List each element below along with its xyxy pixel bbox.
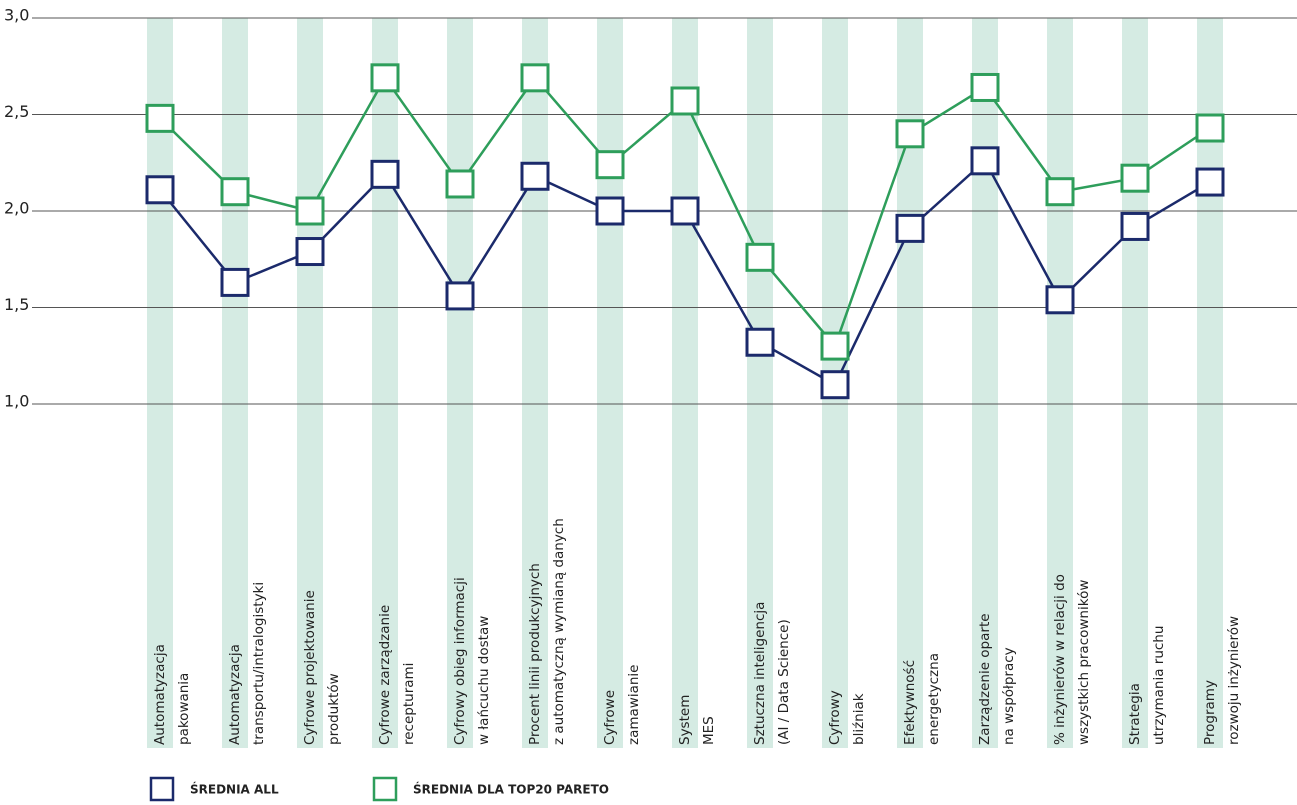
x-tick-label: % inżynierów w relacji do — [1052, 574, 1068, 745]
x-tick-label: transportu/intralogistyki — [251, 582, 267, 745]
category-band — [597, 18, 623, 748]
legend-label: ŚREDNIA ALL — [190, 782, 279, 797]
data-point — [820, 331, 850, 361]
x-tick-label: Automatyzacja — [152, 644, 168, 745]
data-point — [445, 169, 475, 199]
x-tick-label: w łańcuchu dostaw — [476, 616, 492, 745]
data-point — [1120, 211, 1150, 241]
data-point — [445, 281, 475, 311]
data-point — [1195, 113, 1225, 143]
x-tick-label: Automatyzacja — [227, 644, 243, 745]
data-point — [745, 242, 775, 272]
data-point — [895, 213, 925, 243]
y-tick-label: 1,0 — [4, 392, 29, 411]
x-tick-label: utrzymania ruchu — [1151, 626, 1167, 745]
category-band — [672, 18, 698, 748]
category-band — [1047, 18, 1073, 748]
y-tick-label: 3,0 — [4, 6, 29, 25]
data-point — [820, 370, 850, 400]
data-point — [670, 86, 700, 116]
x-tick-label: rozwoju inżynierów — [1226, 616, 1242, 745]
category-band — [222, 18, 248, 748]
x-tick-label: Cyfrowe — [602, 690, 618, 745]
data-point — [670, 196, 700, 226]
data-point — [520, 63, 550, 93]
data-point — [145, 175, 175, 205]
legend-swatch — [372, 776, 398, 802]
data-point — [895, 119, 925, 149]
x-tick-label: recepturami — [401, 663, 417, 745]
data-point — [520, 161, 550, 191]
y-tick-label: 2,5 — [4, 102, 29, 121]
x-tick-label: Strategia — [1127, 683, 1143, 745]
x-tick-label: Cyfrowy obieg informacji — [452, 577, 468, 745]
category-band — [372, 18, 398, 748]
x-tick-label: zamawianie — [626, 665, 642, 745]
data-point — [970, 72, 1000, 102]
data-point — [220, 177, 250, 207]
x-tick-label: bliźniak — [851, 693, 867, 745]
category-band — [447, 18, 473, 748]
data-point — [595, 150, 625, 180]
x-tick-label: Efektywność — [902, 660, 918, 745]
x-tick-label: z automatyczną wymianą danych — [551, 518, 567, 745]
category-band — [147, 18, 173, 748]
x-tick-label: Cyfrowe zarządzanie — [377, 605, 393, 745]
category-band — [297, 18, 323, 748]
x-tick-label: produktów — [326, 673, 342, 745]
x-tick-label: Cyfrowe projektowanie — [302, 590, 318, 745]
data-point — [370, 159, 400, 189]
category-band — [1122, 18, 1148, 748]
data-point — [745, 327, 775, 357]
data-point — [970, 146, 1000, 176]
category-band — [522, 18, 548, 748]
x-tick-label: MES — [701, 716, 717, 745]
x-tick-label: Sztuczna inteligencja — [752, 602, 768, 745]
x-tick-label: wszystkich pracowników — [1076, 580, 1092, 745]
x-tick-label: Zarządzenie oparte — [977, 613, 993, 745]
x-tick-label: System — [677, 695, 693, 745]
data-point — [145, 103, 175, 133]
data-point — [295, 196, 325, 226]
x-tick-label: Programy — [1202, 680, 1218, 745]
legend-label: ŚREDNIA DLA TOP20 PARETO — [413, 782, 609, 797]
y-tick-label: 2,0 — [4, 199, 29, 218]
data-point — [220, 267, 250, 297]
x-tick-label: Cyfrowy — [827, 690, 843, 745]
category-band — [972, 18, 998, 748]
legend-swatch — [149, 776, 175, 802]
x-tick-label: na współpracy — [1001, 647, 1017, 745]
x-tick-label: (AI / Data Science) — [776, 619, 792, 745]
data-point — [1120, 163, 1150, 193]
data-point — [1045, 177, 1075, 207]
data-point — [595, 196, 625, 226]
data-point — [1045, 285, 1075, 315]
x-tick-label: energetyczna — [926, 653, 942, 745]
data-point — [295, 237, 325, 267]
data-point — [370, 63, 400, 93]
category-band — [747, 18, 773, 748]
x-tick-label: Procent linii produkcyjnych — [527, 563, 543, 745]
data-point — [1195, 167, 1225, 197]
y-tick-label: 1,5 — [4, 295, 29, 314]
x-tick-label: pakowania — [176, 673, 192, 745]
